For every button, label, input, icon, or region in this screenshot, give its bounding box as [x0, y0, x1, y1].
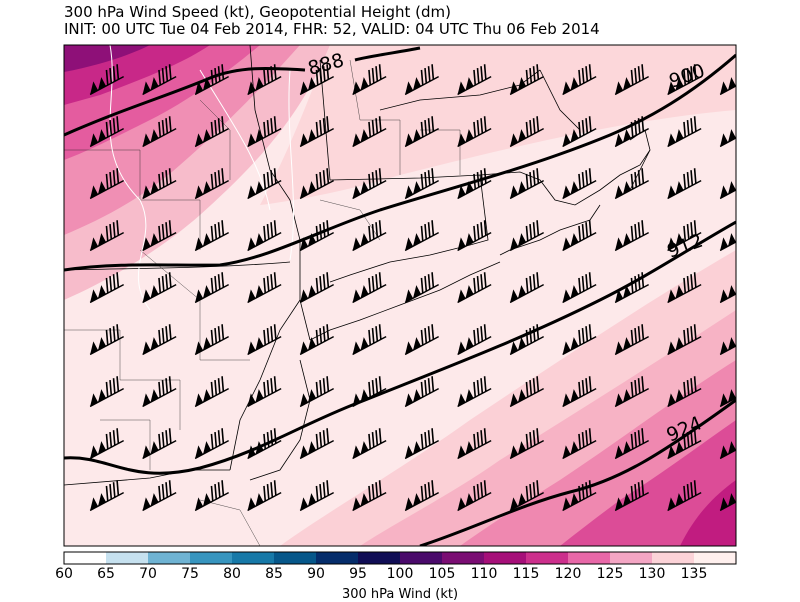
colorbar-cell: [64, 552, 107, 564]
colorbar-cell: [442, 552, 485, 564]
colorbar-tick-label: 130: [638, 566, 666, 582]
colorbar-tick-label: 85: [265, 566, 283, 582]
colorbar-cell: [568, 552, 611, 564]
colorbar-cell: [526, 552, 569, 564]
colorbar-tick-label: 100: [386, 566, 414, 582]
chart-subtitle: INIT: 00 UTC Tue 04 Feb 2014, FHR: 52, V…: [64, 20, 600, 38]
colorbar-tick-label: 105: [428, 566, 456, 582]
colorbar-frame: [63, 551, 737, 565]
colorbar-cell: [106, 552, 149, 564]
colorbar-tick-label: 65: [97, 566, 115, 582]
chart-title: 300 hPa Wind Speed (kt), Geopotential He…: [64, 3, 452, 21]
colorbar-cell: [358, 552, 401, 564]
colorbar-cell: [652, 552, 695, 564]
colorbar-tick-label: 110: [470, 566, 498, 582]
colorbar-cell: [274, 552, 317, 564]
colorbar-tick-label: 60: [55, 566, 73, 582]
colorbar-tick-label: 75: [181, 566, 199, 582]
colorbar-tick-label: 135: [680, 566, 708, 582]
colorbar-tick-label: 70: [139, 566, 157, 582]
colorbar-tick-label: 80: [223, 566, 241, 582]
colorbar-cell: [232, 552, 275, 564]
colorbar-cell: [694, 552, 737, 564]
colorbar-cells: [64, 552, 737, 564]
colorbar-cell: [484, 552, 527, 564]
colorbar-cell: [610, 552, 653, 564]
colorbar-tick-label: 95: [349, 566, 367, 582]
colorbar-tick-label: 120: [554, 566, 582, 582]
colorbar-tick-label: 115: [512, 566, 540, 582]
colorbar-cell: [190, 552, 233, 564]
colorbar-label: 300 hPa Wind (kt): [341, 587, 459, 602]
map-frame: [63, 44, 737, 547]
colorbar-tick-label: 90: [307, 566, 325, 582]
colorbar-cell: [148, 552, 191, 564]
colorbar-tick-label: 125: [596, 566, 624, 582]
colorbar-cell: [400, 552, 443, 564]
colorbar-cell: [316, 552, 359, 564]
